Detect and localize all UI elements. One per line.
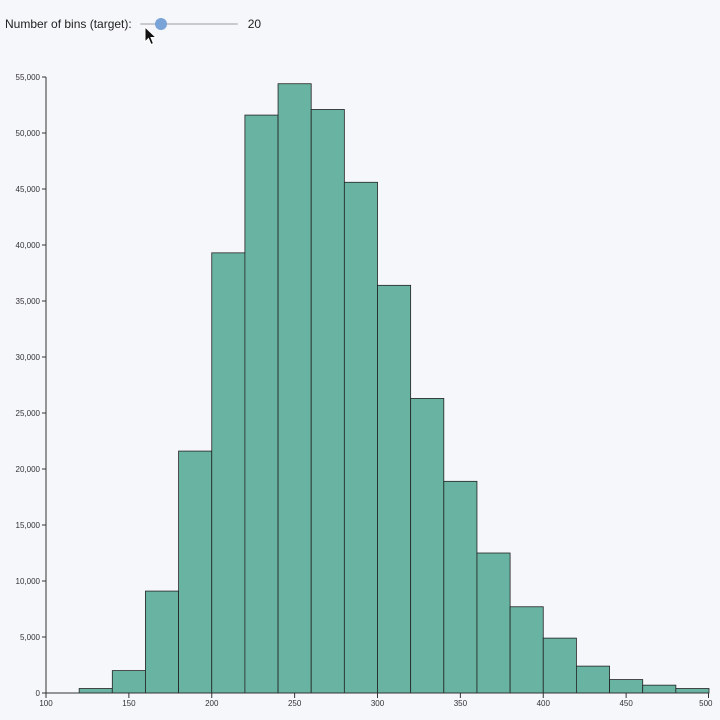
histogram-bar-8 [343, 181, 378, 694]
histogram-bar-18 [675, 688, 710, 694]
histogram-bar-6 [277, 83, 312, 694]
y-tick-label: 0 [36, 689, 41, 698]
histogram-bar-4 [211, 252, 246, 694]
histogram-bar-2 [145, 590, 179, 694]
histogram-bar-13 [509, 606, 544, 694]
y-tick-label: 50,000 [16, 129, 41, 138]
x-tick-label: 450 [619, 699, 633, 708]
x-tick-label: 400 [537, 699, 551, 708]
slider-thumb[interactable] [155, 18, 168, 30]
x-tick-label: 500 [699, 699, 713, 708]
y-tick-label: 10,000 [16, 577, 41, 586]
x-tick-label: 100 [39, 699, 53, 708]
histogram-bar-9 [377, 284, 412, 694]
y-tick-label: 25,000 [16, 409, 41, 418]
histogram-bar-16 [609, 679, 644, 694]
y-tick-label: 5,000 [20, 633, 41, 642]
histogram-bar-10 [410, 398, 445, 694]
x-tick-label: 300 [371, 699, 385, 708]
histogram-bar-11 [443, 480, 478, 694]
bins-control: Number of bins (target): 20 [5, 12, 261, 36]
mouse-cursor-icon [144, 26, 158, 46]
histogram-bar-7 [310, 109, 345, 694]
y-tick-label: 30,000 [16, 353, 41, 362]
bins-slider[interactable] [139, 12, 238, 36]
bins-label: Number of bins (target): [5, 17, 132, 31]
y-axis: 0 5,000 10,000 15,000 20,000 25,000 30,000 35,0… [16, 73, 47, 698]
y-tick-label: 20,000 [16, 465, 41, 474]
histogram-bar-17 [642, 684, 677, 694]
y-tick-label: 45,000 [16, 185, 41, 194]
y-tick-label: 35,000 [16, 297, 41, 306]
y-tick-label: 15,000 [16, 521, 41, 530]
bins-value: 20 [247, 17, 262, 31]
y-tick-label: 40,000 [16, 241, 41, 250]
histogram-bar-0 [78, 688, 113, 694]
bars-group [78, 83, 710, 694]
histogram-bar-14 [542, 637, 577, 694]
y-tick-label: 55,000 [16, 73, 41, 82]
histogram-bar-12 [476, 552, 511, 694]
histogram-bar-5 [244, 114, 279, 694]
histogram-bar-3 [178, 450, 213, 694]
histogram-bar-1 [111, 670, 146, 694]
histogram-bar-15 [576, 665, 610, 694]
x-tick-label: 200 [205, 699, 219, 708]
slider-track[interactable] [139, 23, 238, 25]
x-axis: 100 150 200 250 300 350 400 450 500 [39, 692, 713, 708]
x-tick-label: 350 [454, 699, 468, 708]
x-tick-label: 150 [122, 699, 136, 708]
x-tick-label: 250 [288, 699, 302, 708]
